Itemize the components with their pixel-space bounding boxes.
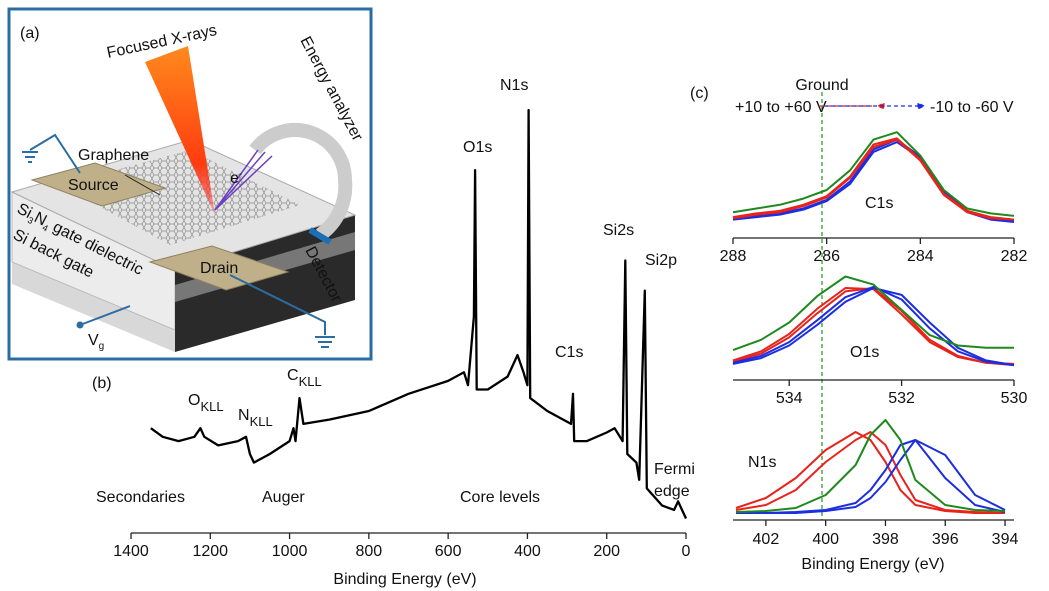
electron-sign: -: [239, 169, 242, 180]
peak-name: O: [188, 392, 200, 409]
x-tick-label: 400: [514, 543, 541, 560]
negative-arrow: [824, 102, 926, 110]
x-axis-title: Binding Energy (eV): [333, 571, 476, 588]
panel-label: (b): [92, 375, 112, 392]
x-tick-label: 0: [682, 543, 691, 560]
source-ground: [22, 133, 81, 174]
gate-voltage-label: Vg: [88, 332, 104, 352]
peak-name: Si2p: [645, 252, 677, 269]
x-axis-title: Binding Energy (eV): [801, 556, 944, 573]
x-tick-label: 530: [1001, 390, 1028, 407]
schematic: (a) Focused X-rays Graphene Energy analy…: [7, 7, 373, 361]
peak-name: C: [287, 367, 299, 384]
peak-label: C1s: [865, 195, 893, 212]
region-label: Auger: [262, 489, 305, 506]
positive-label: +10 to +60 V: [735, 99, 827, 116]
graphene-label: Graphene: [78, 147, 149, 164]
electron-paths: [214, 149, 273, 211]
dielectric-si: Si: [14, 200, 34, 222]
panel-label: (a): [20, 25, 40, 42]
x-tick-label: 600: [435, 543, 462, 560]
series-line: [732, 131, 1015, 217]
x-tick-label: 288: [720, 248, 747, 265]
x-tick-label: 282: [1001, 248, 1028, 265]
x-tick-label: 1200: [192, 543, 228, 560]
electron: e: [230, 170, 239, 187]
ground-label: Ground: [795, 77, 848, 94]
peak-name: N: [238, 407, 250, 424]
series-line: [732, 137, 1015, 221]
peak-name: Si2s: [603, 222, 634, 239]
negative-label: -10 to -60 V: [930, 99, 1014, 116]
substrate-front: [12, 262, 175, 352]
gate-wire: [79, 305, 131, 326]
x-tick-label: 1400: [113, 543, 149, 560]
region-label: Fermi: [654, 461, 695, 478]
x-tick-label: 800: [356, 543, 383, 560]
electron-label: e-: [230, 169, 242, 187]
series-line: [735, 431, 1006, 514]
peak-label: N1s: [500, 77, 528, 94]
drain-ground: [229, 274, 335, 348]
source-label: Source: [68, 177, 119, 194]
peak-subscript: KLL: [200, 399, 223, 414]
series-line: [736, 439, 1006, 514]
x-tick-label: 534: [776, 390, 803, 407]
x-tick-label: 284: [907, 248, 934, 265]
panel-label: (c): [690, 85, 709, 102]
peak-label: Si2s: [603, 222, 634, 239]
drain-label: Drain: [200, 260, 238, 277]
x-tick-label: 200: [593, 543, 620, 560]
peak-name: N1s: [500, 77, 528, 94]
dielectric-sub: 4: [41, 222, 50, 233]
gate-contact: [76, 321, 84, 329]
peak-name: C1s: [555, 344, 583, 361]
series-line: [732, 275, 1014, 352]
x-tick-label: 400: [812, 531, 839, 548]
spectrum-line: [150, 108, 688, 519]
x-tick-label: 402: [753, 531, 780, 548]
series-line: [732, 285, 1015, 367]
region-label: Core levels: [460, 489, 540, 506]
series-line: [736, 439, 1006, 514]
x-tick-label: 286: [813, 248, 840, 265]
peak-label: CKLL: [287, 367, 322, 389]
peak-label: N1s: [748, 454, 776, 471]
x-tick-label: 398: [872, 531, 899, 548]
peak-label: Si2p: [645, 252, 677, 269]
peak-subscript: KLL: [299, 374, 322, 389]
peak-label: O1s: [463, 139, 492, 156]
drain-pad: [148, 245, 290, 291]
region-label: Secondaries: [96, 489, 185, 506]
peak-subscript: KLL: [250, 414, 273, 429]
analyzer: [249, 123, 353, 241]
graphene-arrow: [124, 174, 161, 196]
peak-label: C1s: [555, 344, 583, 361]
peak-label: O1s: [850, 344, 879, 361]
dielectric-sub: 3: [26, 215, 35, 226]
source-pad: [30, 162, 167, 207]
series-line: [732, 138, 1015, 221]
series-line: [732, 287, 1015, 367]
x-tick-label: 532: [888, 390, 915, 407]
gate-sub: g: [99, 341, 105, 352]
peak-label: NKLL: [238, 407, 273, 429]
series-line: [735, 419, 1006, 513]
gate-v: V: [88, 332, 99, 349]
x-tick-label: 1000: [272, 543, 308, 560]
x-tick-label: 396: [932, 531, 959, 548]
detector: [308, 227, 332, 245]
xray-beam: [145, 46, 215, 215]
peak-name: O1s: [463, 139, 492, 156]
series-line: [735, 431, 1005, 514]
x-tick-label: 394: [992, 531, 1019, 548]
region-label: edge: [654, 483, 690, 500]
peak-label: OKLL: [188, 392, 224, 414]
